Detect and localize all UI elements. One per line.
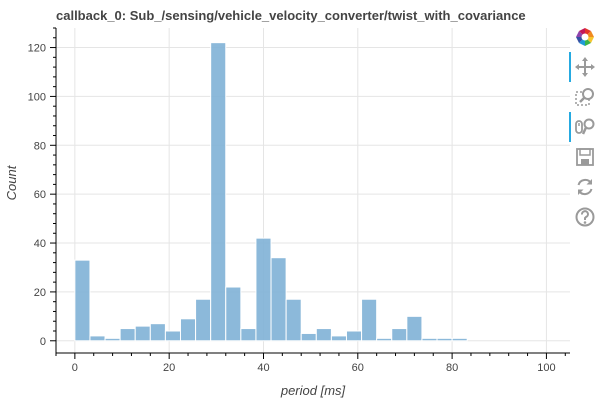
help-tool-button[interactable] bbox=[570, 204, 600, 230]
pan-tool-icon bbox=[575, 57, 595, 77]
y-tick-label: 0 bbox=[40, 336, 46, 348]
histogram-bar bbox=[421, 337, 438, 342]
histogram-bar bbox=[134, 325, 151, 342]
histogram-bar bbox=[436, 337, 453, 342]
y-tick-label: 80 bbox=[34, 140, 46, 152]
chart-toolbar bbox=[569, 24, 600, 234]
y-tick-label: 120 bbox=[28, 43, 46, 55]
histogram-bar bbox=[300, 332, 317, 342]
x-tick-label: 60 bbox=[352, 362, 364, 374]
save-tool-button[interactable] bbox=[570, 144, 600, 170]
x-tick-label: 100 bbox=[537, 362, 555, 374]
save-tool-icon bbox=[576, 148, 594, 166]
histogram-bar bbox=[74, 259, 91, 342]
box-zoom-tool-icon bbox=[575, 88, 594, 106]
histogram-bar bbox=[361, 298, 378, 342]
axes-layer: 0 20 40 60 80 100 0 20 40 60 80 100 120 bbox=[28, 27, 570, 374]
bars-layer bbox=[74, 42, 468, 342]
wheel-zoom-tool-icon bbox=[575, 118, 595, 135]
histogram-bar bbox=[149, 323, 166, 342]
histogram-bar bbox=[406, 315, 423, 342]
histogram-bar bbox=[164, 330, 181, 342]
histogram-bar bbox=[195, 298, 212, 342]
histogram-bar bbox=[391, 328, 408, 342]
histogram-bar bbox=[240, 328, 257, 342]
pan-tool-button[interactable] bbox=[569, 52, 600, 82]
y-tick-label: 20 bbox=[34, 287, 46, 299]
x-tick-label: 80 bbox=[446, 362, 458, 374]
y-tick-label: 100 bbox=[28, 91, 46, 103]
histogram-bar bbox=[225, 286, 242, 342]
histogram-bar bbox=[315, 328, 332, 342]
reset-tool-icon bbox=[577, 179, 593, 195]
histogram-bar bbox=[119, 328, 136, 342]
help-tool-icon bbox=[575, 207, 595, 227]
histogram-bar bbox=[210, 42, 227, 342]
histogram-bar bbox=[285, 298, 302, 342]
histogram-bar bbox=[104, 337, 121, 342]
wheel-zoom-tool-button[interactable] bbox=[569, 112, 600, 142]
bokeh-logo-icon bbox=[576, 28, 594, 46]
histogram-bar bbox=[89, 335, 106, 342]
histogram-bar bbox=[270, 257, 287, 342]
histogram-bar bbox=[345, 330, 363, 342]
y-tick-label: 40 bbox=[34, 238, 46, 250]
histogram-bar bbox=[376, 337, 393, 342]
histogram-bar bbox=[255, 237, 272, 342]
x-axis-label: period [ms] bbox=[280, 383, 346, 398]
histogram-bar bbox=[330, 335, 347, 342]
y-axis-label: Count bbox=[4, 164, 19, 200]
reset-tool-button[interactable] bbox=[570, 174, 600, 200]
x-tick-label: 40 bbox=[257, 362, 269, 374]
box-zoom-tool-button[interactable] bbox=[570, 84, 600, 110]
chart-title: callback_0: Sub_/sensing/vehicle_velocit… bbox=[56, 8, 526, 23]
histogram-bar bbox=[451, 337, 468, 342]
bokeh-logo[interactable] bbox=[570, 24, 600, 50]
y-tick-label: 60 bbox=[34, 189, 46, 201]
histogram-bar bbox=[179, 318, 197, 342]
grid-layer bbox=[56, 28, 570, 353]
x-tick-label: 0 bbox=[72, 362, 78, 374]
x-tick-label: 20 bbox=[163, 362, 175, 374]
